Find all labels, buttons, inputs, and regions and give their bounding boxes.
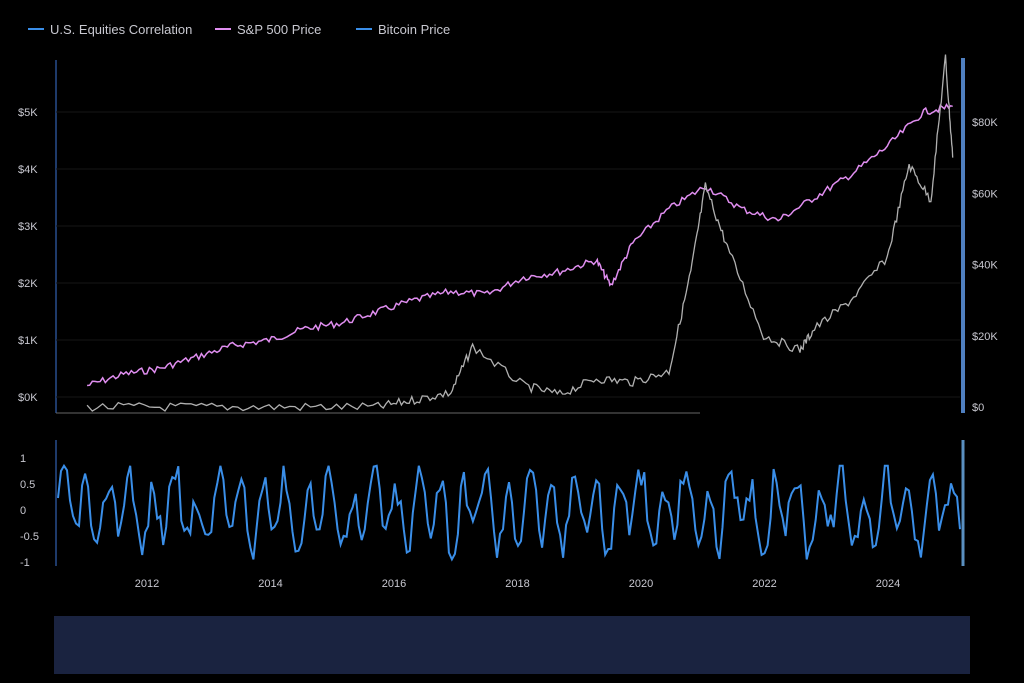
legend-entry-sp500-price: S&P 500 Price [237,22,321,37]
legend-entry-equities-correlation: U.S. Equities Correlation [50,22,192,37]
right-tick-label: $60K [972,188,998,200]
bottom-x-tick-label: 2020 [629,578,653,590]
bottom-x-tick-label: 2016 [382,578,406,590]
right-tick-label: $80K [972,117,998,129]
bottom-y-tick-label: -0.5 [20,531,39,543]
bottom-panel-chart: 1 0.5 0 -0.5 -1 2012 2014 2016 2018 2020 2022 2024 [20,440,965,590]
right-tick-label: $40K [972,260,998,272]
top-panel: $0K $1K $2K $3K $4K $5K $0 $20K $40K $60K $80K [18,54,998,414]
correlation-line [57,463,961,562]
bottom-x-tick-label: 2014 [258,578,282,590]
bottom-y-tick-label: 1 [20,453,26,465]
left-tick-label: $2K [18,278,38,290]
bottom-series [57,463,961,562]
bottom-x-tick-label: 2024 [876,578,900,590]
left-tick-label: $5K [18,107,38,119]
left-tick-label: $0K [18,392,38,404]
left-axis-ticks: $0K $1K $2K $3K $4K $5K [18,107,38,404]
bottom-x-ticks: 2012 2014 2016 2018 2020 2022 2024 [135,578,900,590]
top-series [86,54,954,412]
right-tick-label: $20K [972,331,998,343]
left-tick-label: $4K [18,164,38,176]
bottom-x-tick-label: 2018 [505,578,529,590]
bottom-blank-panel [54,616,970,674]
sp500-line [87,102,953,387]
left-tick-label: $1K [18,335,38,347]
bottom-x-tick-label: 2012 [135,578,159,590]
bottom-y-tick-label: 0 [20,505,26,517]
left-tick-label: $3K [18,221,38,233]
bottom-x-tick-label: 2022 [752,578,776,590]
grid-top [56,111,960,398]
right-tick-label: $0 [972,402,984,414]
bottom-y-tick-label: 0.5 [20,479,35,491]
legend: U.S. Equities Correlation S&P 500 Price … [28,22,450,37]
legend-entry-bitcoin-price: Bitcoin Price [378,22,450,37]
bottom-y-ticks: 1 0.5 0 -0.5 -1 [20,453,39,569]
right-axis-ticks: $0 $20K $40K $60K $80K [972,117,998,414]
bitcoin-line [86,54,954,412]
bottom-y-tick-label: -1 [20,557,30,569]
